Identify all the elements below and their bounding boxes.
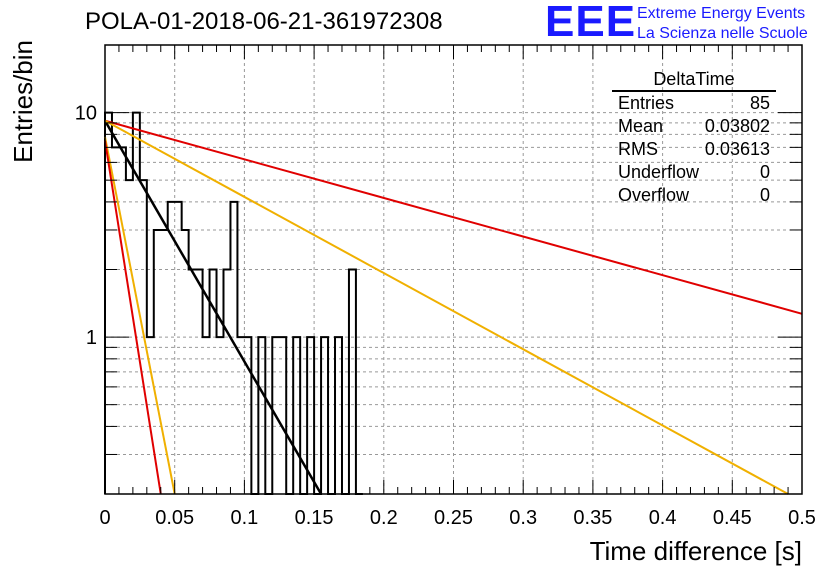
- stats-label: RMS: [618, 139, 658, 159]
- stats-value: 0: [759, 185, 770, 205]
- stats-row-entries: Entries 85: [612, 92, 776, 115]
- fit-curve: [104, 136, 176, 495]
- x-tick-label: 0.15: [295, 507, 334, 529]
- stats-label: Entries: [618, 93, 675, 113]
- y-tick-label: 1: [86, 327, 97, 349]
- x-tick-label: 0.4: [649, 507, 677, 529]
- eee-logo-line1: Extreme Energy Events: [637, 5, 806, 22]
- x-tick-labels: 0 0.05 0.1 0.15 0.2 0.25 0.3 0.35 0.4 0.45 0.5: [99, 507, 815, 529]
- x-axis-title: Time difference [s]: [590, 536, 802, 566]
- y-tick-labels: 1 10: [75, 103, 97, 350]
- chart-title: POLA-01-2018-06-21-361972308: [85, 8, 443, 35]
- fit-curve: [104, 119, 789, 495]
- stats-row-mean: Mean 0.03802: [612, 115, 776, 138]
- fit-curves: [103, 119, 803, 495]
- stats-value: 0.03802: [704, 116, 770, 136]
- eee-logo-line2: La Scienza nelle Scuole: [637, 25, 808, 42]
- fit-curve: [104, 140, 162, 495]
- x-tick-label: 0.05: [155, 507, 194, 529]
- histogram-outline: [104, 111, 363, 495]
- x-tick-label: 0.25: [434, 507, 473, 529]
- stats-value: 0: [759, 162, 770, 182]
- eee-logo-text: Extreme Energy Events La Scienza nelle S…: [637, 4, 808, 44]
- stats-box: DeltaTime Entries 85 Mean 0.03802 RMS 0.…: [612, 68, 776, 207]
- x-tick-label: 0.1: [230, 507, 258, 529]
- x-tick-label: 0: [99, 507, 110, 529]
- fit-curve: [104, 119, 803, 315]
- stats-row-overflow: Overflow 0: [612, 184, 776, 207]
- y-tick-label: 10: [75, 103, 97, 125]
- stats-label: Underflow: [618, 162, 700, 182]
- axis-ticks: [104, 44, 803, 495]
- y-axis-title: Entries/bin: [8, 40, 38, 163]
- stats-title: DeltaTime: [612, 68, 776, 92]
- stats-label: Mean: [618, 116, 664, 136]
- stats-label: Overflow: [618, 185, 690, 205]
- stats-value: 85: [749, 93, 770, 113]
- histogram: [104, 111, 363, 495]
- x-tick-label: 0.45: [713, 507, 752, 529]
- x-tick-label: 0.3: [509, 507, 537, 529]
- stats-value: 0.03613: [704, 139, 770, 159]
- stats-row-rms: RMS 0.03613: [612, 138, 776, 161]
- eee-logo: EEE: [545, 0, 637, 46]
- x-tick-label: 0.35: [573, 507, 612, 529]
- fit-curve: [103, 120, 323, 495]
- x-tick-label: 0.5: [788, 507, 816, 529]
- stats-row-underflow: Underflow 0: [612, 161, 776, 184]
- x-tick-label: 0.2: [370, 507, 398, 529]
